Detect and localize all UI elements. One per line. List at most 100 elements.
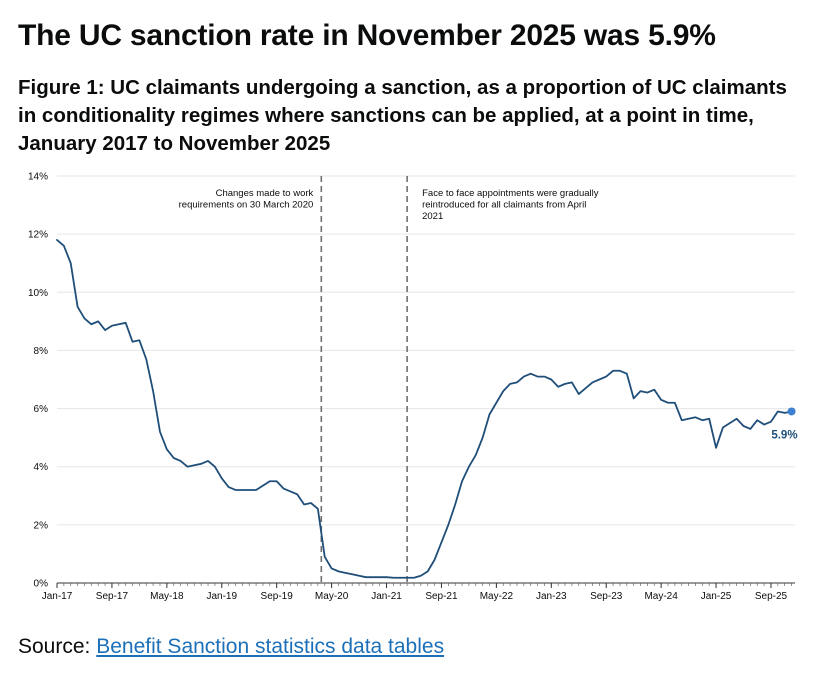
data-point (556, 385, 560, 389)
data-point (213, 465, 217, 469)
data-point (357, 574, 361, 578)
data-point (488, 412, 492, 416)
y-tick-label: 10% (28, 288, 48, 299)
data-point (179, 459, 183, 463)
data-point (652, 388, 656, 392)
data-point (268, 479, 272, 483)
data-point (247, 488, 251, 492)
annotations: Changes made to work requirements on 30 M… (179, 188, 599, 222)
data-point (536, 375, 540, 379)
data-point (590, 380, 594, 384)
x-tick-label: Sep-19 (261, 591, 294, 602)
data-point (453, 503, 457, 507)
data-point (707, 417, 711, 421)
data-point (69, 261, 73, 265)
data-point (124, 321, 128, 325)
x-tick-label: May-24 (644, 591, 678, 602)
data-point (542, 375, 546, 379)
y-tick-label: 6% (34, 404, 49, 415)
data-point (474, 453, 478, 457)
data-point (137, 338, 141, 342)
data-point (206, 459, 210, 463)
data-point (611, 369, 615, 373)
latest-data-point (787, 407, 796, 416)
x-tick-label: May-22 (480, 591, 514, 602)
y-tick-label: 8% (34, 346, 49, 357)
data-point (419, 574, 423, 578)
data-point (639, 389, 643, 393)
figure-title: Figure 1: UC claimants undergoing a sanc… (18, 76, 787, 155)
x-tick-label: Jan-21 (371, 591, 402, 602)
data-point (172, 456, 176, 460)
data-point (549, 378, 553, 382)
series-line-uc-sanction-rate (56, 239, 793, 579)
data-point (350, 572, 354, 576)
data-point (618, 369, 622, 373)
annotation-line: 2021 (422, 211, 443, 222)
x-tick-label: May-18 (150, 591, 184, 602)
data-point (632, 396, 636, 400)
data-point (62, 244, 66, 248)
data-point (323, 555, 327, 559)
data-point (570, 380, 574, 384)
y-tick-label: 12% (28, 230, 48, 241)
annotation-line: Face to face appointments were gradually (422, 188, 599, 199)
data-point (316, 507, 320, 511)
data-point (769, 420, 773, 424)
data-point (762, 423, 766, 427)
data-point (742, 424, 746, 428)
x-tick-label: Jan-19 (206, 591, 237, 602)
data-point (563, 382, 567, 386)
data-point (728, 421, 732, 425)
source-note: Source: Benefit Sanction statistics data… (18, 633, 444, 661)
data-point (597, 378, 601, 382)
x-tick-label: Jan-17 (42, 591, 73, 602)
data-point (165, 447, 169, 451)
data-point (364, 575, 368, 579)
source-link[interactable]: Benefit Sanction statistics data tables (96, 635, 445, 658)
data-point (240, 488, 244, 492)
sanction-rate-line-chart: 0%2%4%6%8%10%12%14% Jan-17 Sep-17 May-18 Ja… (28, 172, 798, 603)
data-point (151, 389, 155, 393)
data-point (405, 576, 409, 580)
data-point (233, 488, 237, 492)
data-point (330, 566, 334, 570)
data-point (199, 462, 203, 466)
data-point (82, 316, 86, 320)
page-headline: The UC sanction rate in November 2025 wa… (18, 19, 716, 52)
x-tick-label: Sep-23 (590, 591, 623, 602)
annotation-text: Face to face appointments were gradually… (422, 188, 599, 222)
data-point (721, 425, 725, 429)
data-point (131, 340, 135, 344)
data-point (577, 392, 581, 396)
x-tick-label: Sep-25 (755, 591, 788, 602)
data-point (295, 492, 299, 496)
data-point (755, 418, 759, 422)
data-point (398, 576, 402, 580)
data-point (494, 401, 498, 405)
x-tick-label: Jan-25 (701, 591, 732, 602)
source-label: Source: (18, 635, 97, 658)
data-point (220, 476, 224, 480)
x-axis: Jan-17 Sep-17 May-18 Jan-19 Sep-19 May-20 Jan-… (42, 582, 795, 602)
data-point (680, 418, 684, 422)
y-tick-label: 14% (28, 172, 48, 183)
data-point (659, 398, 663, 402)
data-point (446, 523, 450, 527)
data-point (735, 417, 739, 421)
data-point (227, 485, 231, 489)
data-point (693, 415, 697, 419)
annotation-line: Changes made to work (216, 188, 314, 199)
data-point (783, 411, 787, 415)
data-point (515, 380, 519, 384)
data-point (309, 501, 313, 505)
data-point (288, 489, 292, 493)
data-point (385, 575, 389, 579)
data-point (467, 465, 471, 469)
data-point (89, 322, 93, 326)
data-point (700, 418, 704, 422)
data-point (144, 357, 148, 361)
data-point (158, 430, 162, 434)
data-point (673, 401, 677, 405)
data-series: 5.9% (56, 239, 798, 580)
